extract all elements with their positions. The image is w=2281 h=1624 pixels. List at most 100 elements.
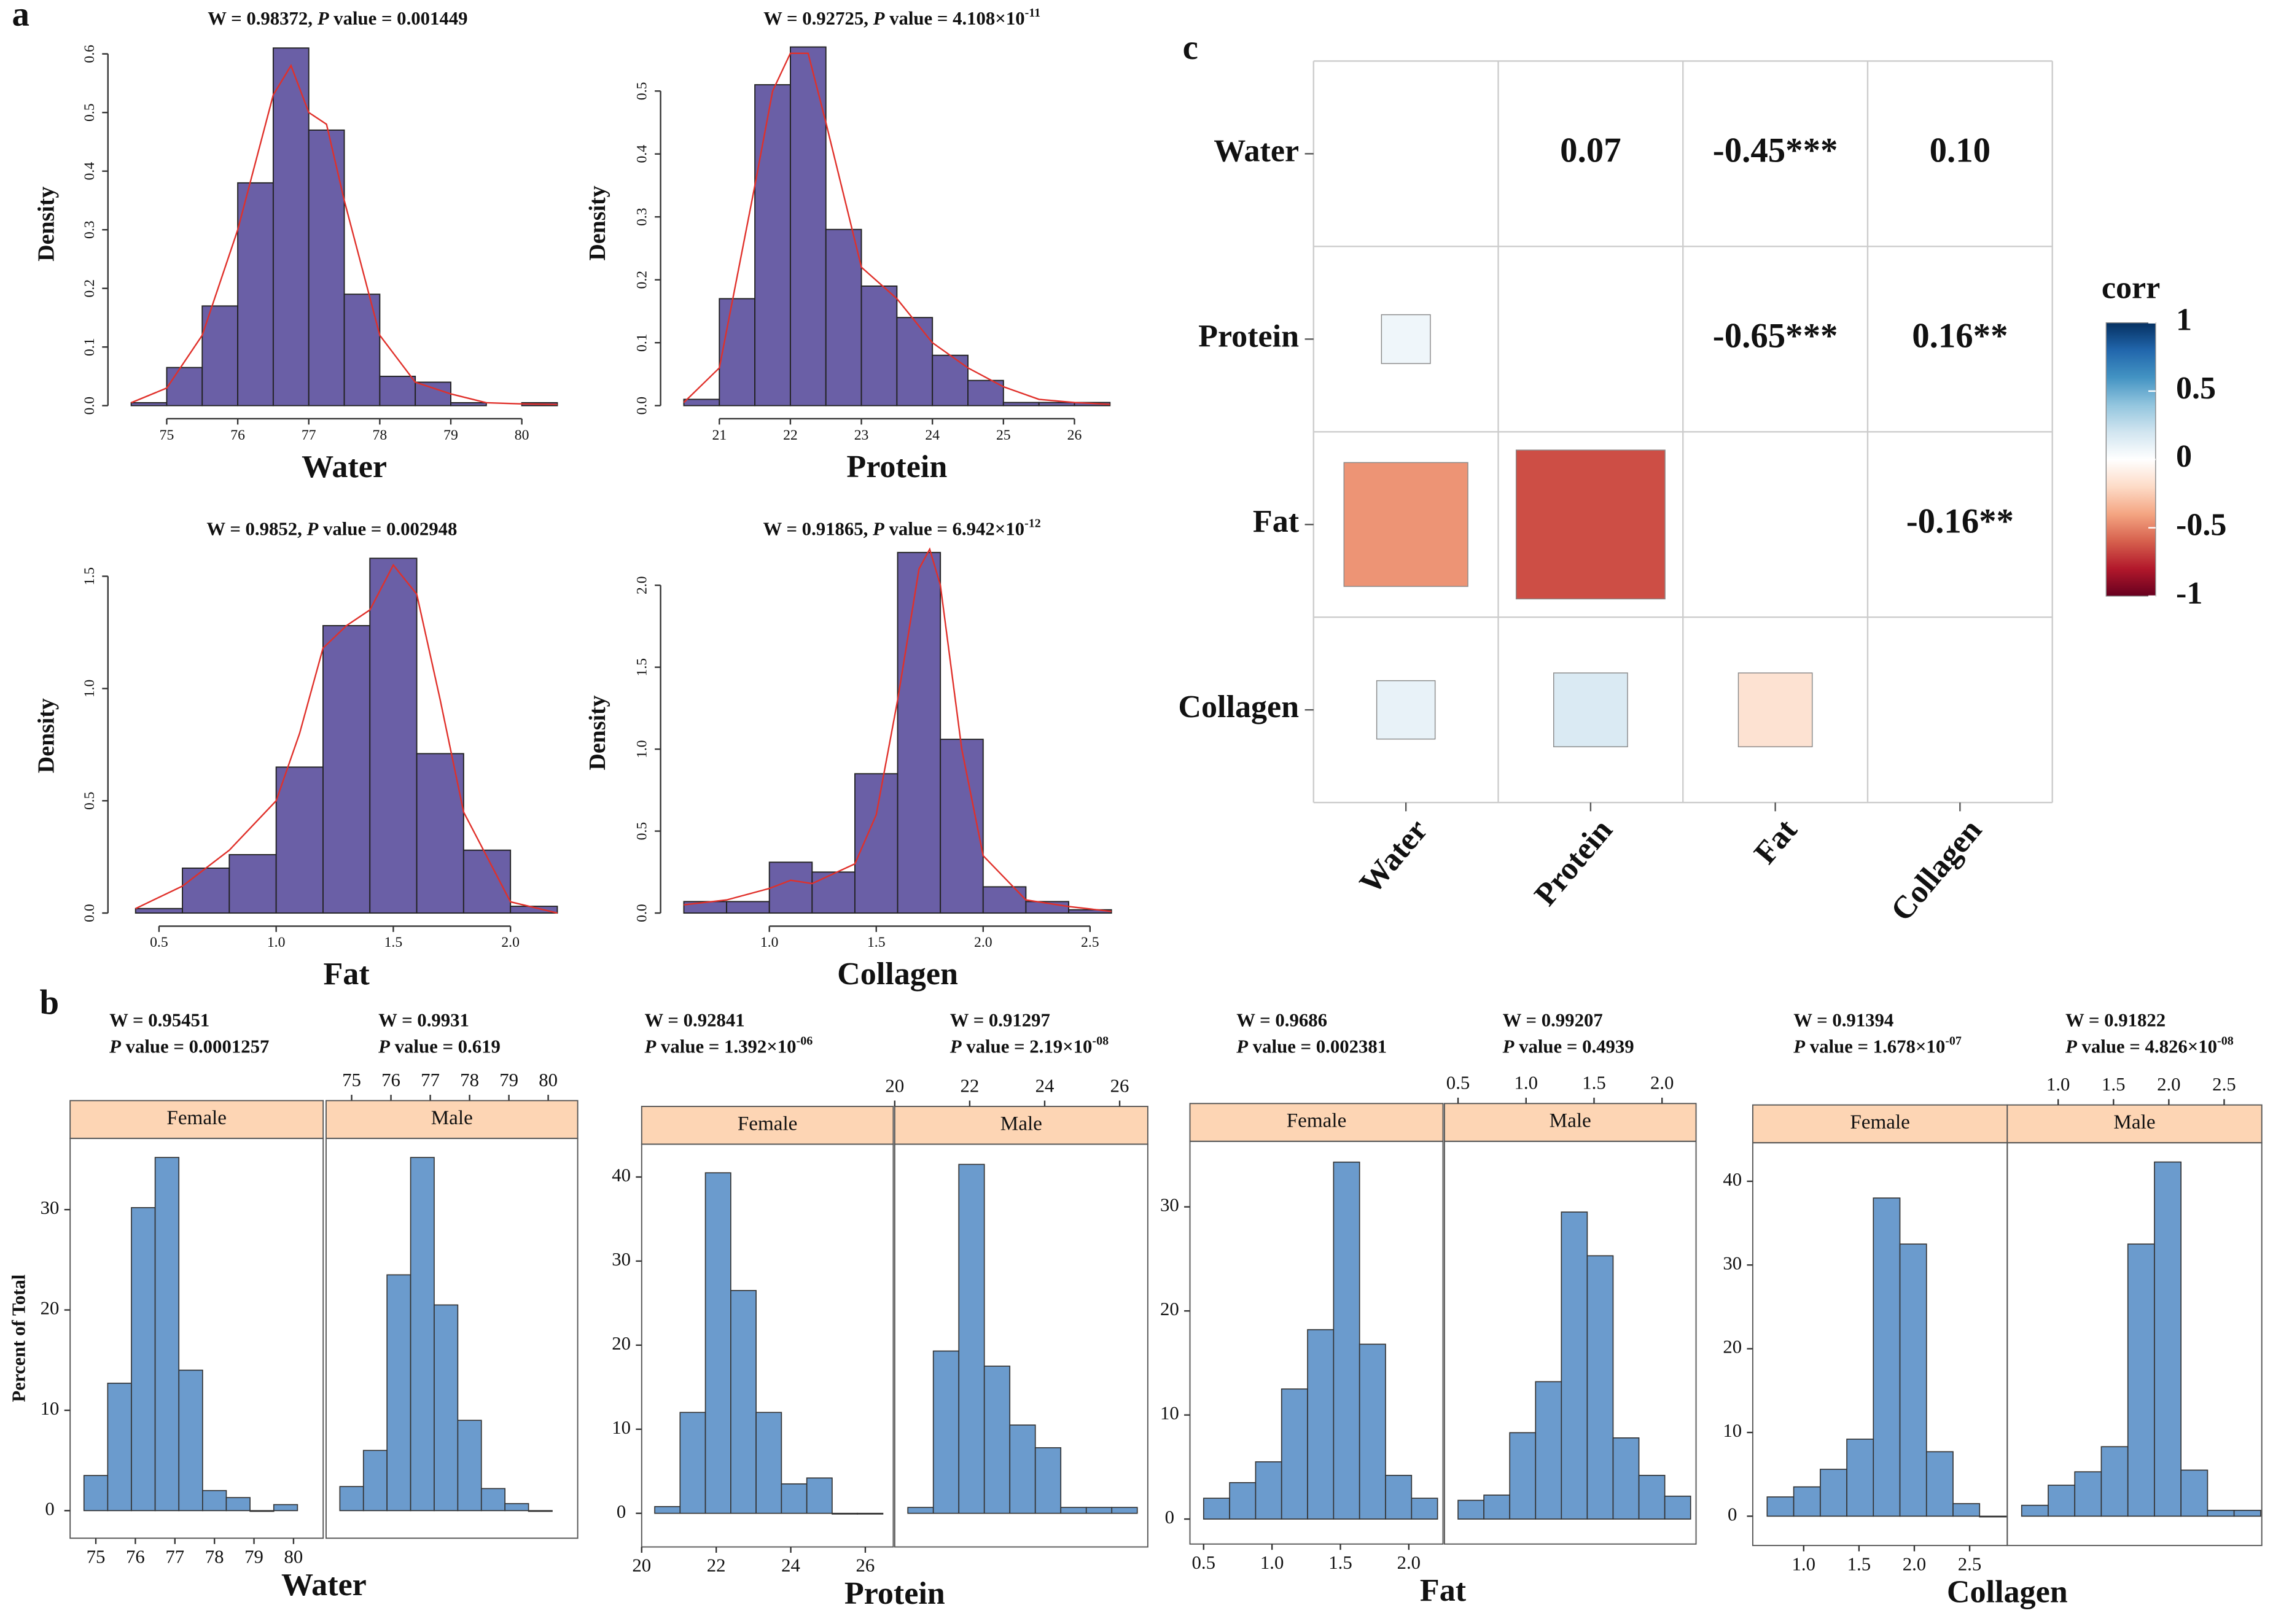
panel-label: a — [12, 0, 29, 33]
stat-text-part: P — [1236, 1036, 1248, 1057]
stat-text-part: P — [644, 1036, 657, 1057]
col-label: Protein — [1528, 813, 1620, 912]
bar — [272, 47, 310, 406]
bar — [932, 1350, 960, 1514]
stat-text-part: value = 0.619 — [390, 1036, 501, 1057]
y-tick-label: 1.0 — [634, 740, 650, 758]
bar — [308, 129, 345, 406]
corr-value: -0.16** — [1906, 502, 2014, 540]
bar — [1385, 1475, 1413, 1520]
bar — [789, 46, 827, 406]
bar — [860, 286, 898, 406]
panel-frame — [326, 1138, 579, 1539]
row-label: Fat — [1253, 504, 1300, 539]
x-tick-label: 1.0 — [760, 934, 779, 950]
x-tick-label: 76 — [381, 1070, 400, 1090]
stat-text: W = 0.95451 — [109, 1010, 209, 1031]
bar — [237, 182, 274, 406]
stat-text: P value = 4.826×10-08 — [2065, 1034, 2234, 1057]
y-axis-label: Percent of Total — [9, 1274, 29, 1402]
bar — [1664, 1495, 1691, 1520]
bar — [1586, 1255, 1614, 1520]
bar — [1819, 1469, 1847, 1517]
bar — [410, 1157, 435, 1512]
bar — [768, 861, 813, 914]
bar — [1873, 1197, 1901, 1517]
bar — [434, 1304, 459, 1512]
chart-title-part: value = 0.001449 — [329, 8, 468, 29]
stat-text: W = 0.92841 — [645, 1010, 745, 1031]
stat-text-part: value = 1.678×10 — [1805, 1036, 1945, 1057]
bar — [83, 1475, 109, 1512]
y-axis-label: Density — [585, 185, 610, 260]
x-axis-label: Fat — [323, 957, 370, 992]
bar — [755, 1412, 782, 1514]
colorbar — [2105, 322, 2156, 597]
bar — [704, 1172, 731, 1514]
x-tick-label: 22 — [707, 1555, 726, 1576]
stat-text-part: -08 — [1092, 1034, 1109, 1047]
y-tick-label: 0.3 — [82, 220, 98, 239]
y-tick-label: 0.5 — [82, 103, 98, 122]
bar — [273, 1504, 298, 1512]
x-tick-label: 0.5 — [1446, 1073, 1470, 1094]
strip — [1443, 1103, 1697, 1142]
chart-title-part: value = 4.108×10 — [884, 8, 1024, 29]
bar — [1979, 1515, 2007, 1518]
bar — [504, 1503, 529, 1512]
stat-text: P value = 0.0001257 — [109, 1036, 269, 1057]
bar — [201, 305, 239, 406]
chart-title: W = 0.91865, P value = 6.942×10-12 — [763, 516, 1041, 539]
x-tick-label: 80 — [515, 427, 529, 443]
density-curve — [684, 547, 1112, 912]
x-axis-label: Protein — [844, 1576, 945, 1611]
x-tick-label: 2.0 — [501, 934, 520, 950]
bar — [726, 901, 770, 914]
y-tick-label: 30 — [612, 1249, 631, 1270]
y-tick-label: 20 — [1160, 1299, 1179, 1319]
bar — [249, 1510, 275, 1512]
y-tick-label: 0.1 — [82, 338, 98, 356]
x-tick-label: 79 — [443, 427, 458, 443]
y-tick-label: 0.5 — [634, 82, 650, 100]
colorbar-tick-label: -1 — [2176, 576, 2202, 611]
bar — [228, 854, 277, 914]
corr-square — [1515, 449, 1666, 600]
x-tick-label: 23 — [854, 427, 869, 443]
x-tick-label: 78 — [205, 1547, 224, 1568]
bar — [1638, 1475, 1666, 1520]
x-tick-label: 80 — [284, 1547, 303, 1568]
bar — [510, 906, 558, 914]
bar — [2021, 1504, 2049, 1517]
x-tick-label: 2.0 — [974, 934, 992, 950]
y-tick-label: 0.0 — [82, 397, 98, 415]
stat-text-part: W = 0.9931 — [378, 1010, 469, 1031]
y-tick-label: 40 — [1723, 1169, 1742, 1190]
y-tick-label: 20 — [41, 1298, 60, 1319]
corr-square — [1343, 462, 1468, 587]
y-tick-label: 0.4 — [82, 162, 98, 181]
bar — [719, 298, 756, 406]
panel-frame — [2006, 1142, 2263, 1547]
y-tick-label: 0.2 — [82, 279, 98, 298]
stat-text-part: W = 0.91394 — [1793, 1010, 1893, 1031]
corr-square — [1376, 680, 1436, 740]
panel-label: b — [39, 984, 59, 1022]
bar — [958, 1164, 985, 1514]
stat-text-part: P — [109, 1036, 121, 1057]
bar — [131, 1207, 156, 1512]
y-tick-label: 1.0 — [82, 680, 98, 698]
stat-text: P value = 0.619 — [378, 1036, 501, 1057]
bar — [825, 228, 862, 406]
bar — [1793, 1486, 1821, 1517]
strip — [894, 1106, 1148, 1145]
bar — [130, 402, 168, 406]
bar — [1359, 1343, 1386, 1520]
bar — [1952, 1503, 1981, 1517]
colorbar-tick-label: 1 — [2176, 303, 2192, 338]
x-tick-label: 2.0 — [1397, 1552, 1421, 1573]
y-tick-label: 30 — [41, 1197, 60, 1218]
bar — [754, 84, 791, 406]
stat-text-part: value = 1.392×10 — [656, 1036, 796, 1057]
